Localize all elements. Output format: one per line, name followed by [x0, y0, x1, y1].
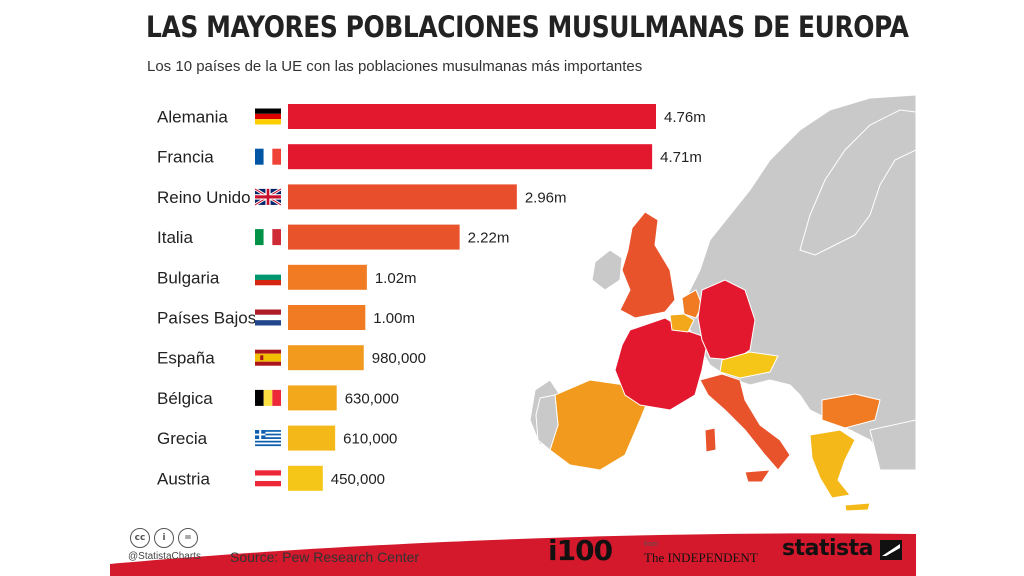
statista-handle: @StatistaCharts — [128, 551, 201, 562]
bar — [288, 385, 337, 411]
i100-logo: i100 — [548, 534, 613, 567]
no-derivatives-icon: = — [178, 528, 198, 548]
value-label: 2.22m — [468, 230, 510, 247]
flag-germany-icon — [255, 108, 281, 125]
map-ireland — [591, 249, 623, 291]
map-portugal — [535, 394, 559, 451]
map-turkey — [869, 419, 916, 471]
map-sardinia — [704, 427, 717, 453]
footer-band — [110, 520, 916, 576]
map-belgium — [669, 313, 695, 333]
value-label: 2.96m — [525, 189, 567, 206]
cc-icon: cc — [130, 528, 150, 548]
bar — [288, 104, 656, 129]
source-note: Source: Pew Research Center — [230, 549, 420, 565]
from-label: from — [644, 541, 658, 548]
europe-map — [529, 94, 916, 512]
infographic-card: LAS MAYORES POBLACIONES MUSULMANAS DE EU… — [110, 0, 916, 576]
statista-logo-icon — [880, 540, 902, 560]
flag-italy-icon — [255, 229, 281, 246]
independent-logo: The INDEPENDENT — [644, 550, 758, 565]
footer-white — [110, 520, 916, 530]
category-label: Países Bajos — [157, 309, 256, 328]
chart-title: LAS MAYORES POBLACIONES MUSULMANAS DE EU… — [146, 10, 909, 44]
value-label: 610,000 — [343, 431, 397, 448]
category-label: Alemania — [157, 108, 228, 127]
flag-bulgaria-icon — [255, 269, 281, 286]
map-bulgaria — [821, 393, 881, 429]
category-label: Reino Unido — [157, 188, 251, 207]
value-label: 450,000 — [331, 471, 385, 488]
bar — [288, 465, 323, 491]
bar — [288, 144, 653, 170]
statista-logo: statista — [782, 536, 873, 561]
chart-subtitle: Los 10 países de la UE con las poblacion… — [147, 58, 643, 75]
category-label: Bulgaria — [157, 268, 220, 287]
map-crete — [844, 502, 871, 512]
map-austria — [719, 351, 779, 379]
category-label: Grecia — [157, 429, 208, 448]
bar — [288, 224, 460, 250]
category-label: España — [157, 349, 215, 368]
category-label: Bélgica — [157, 389, 213, 408]
value-label: 4.76m — [664, 109, 706, 126]
bar-chart: Alemania 4.76m Francia 4.71m Reino Unido 2.96… — [157, 104, 706, 491]
flag-austria-icon — [255, 470, 281, 487]
category-label: Francia — [157, 148, 214, 167]
map-greece — [809, 429, 856, 499]
map-sicily — [744, 469, 771, 483]
i100-logo-text: i100 — [548, 534, 613, 567]
value-label: 1.00m — [373, 310, 415, 327]
flag-netherlands-icon — [255, 309, 281, 326]
flag-france-icon — [255, 148, 281, 165]
value-label: 980,000 — [372, 350, 426, 367]
map-scandinavia — [799, 109, 916, 256]
value-label: 4.71m — [660, 149, 702, 166]
map-italy — [699, 373, 791, 471]
bar — [288, 264, 367, 290]
attribution-icon: i — [154, 528, 174, 548]
bar — [288, 345, 364, 371]
bar — [288, 305, 366, 330]
value-label: 1.02m — [375, 270, 417, 287]
bar — [288, 184, 517, 210]
category-label: Austria — [157, 469, 210, 488]
flag-uk-icon — [254, 187, 282, 207]
category-label: Italia — [157, 228, 193, 247]
flag-spain-icon — [255, 349, 281, 366]
value-label: 630,000 — [345, 390, 399, 407]
bar — [288, 425, 336, 451]
flag-belgium-icon — [255, 389, 281, 406]
footer-wave — [110, 533, 916, 576]
map-uk — [619, 211, 676, 319]
flag-greece-icon — [255, 430, 281, 447]
